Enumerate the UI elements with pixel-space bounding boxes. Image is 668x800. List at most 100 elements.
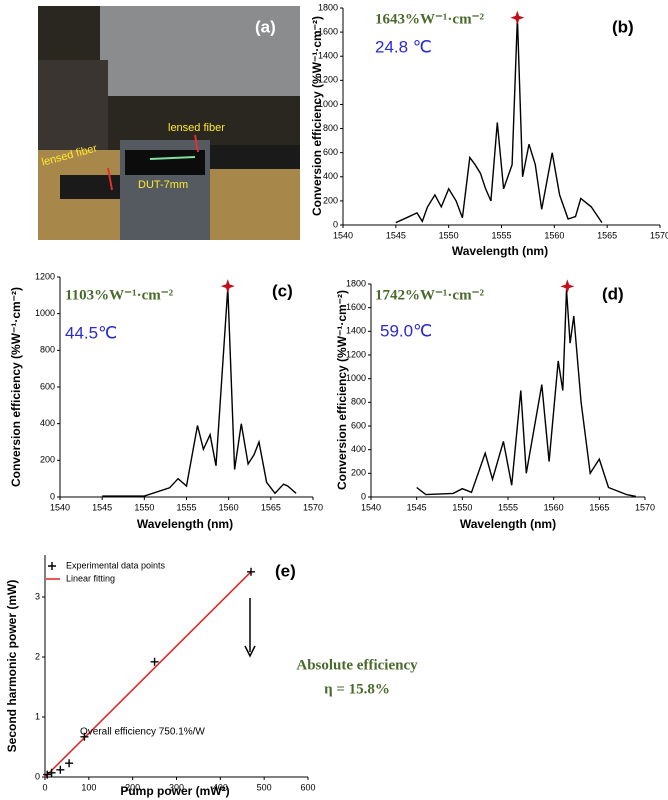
y-tick-label: 0 xyxy=(50,491,55,501)
annotation: Absolute efficiency xyxy=(296,657,418,673)
data-point xyxy=(43,770,52,779)
x-tick-label: 1540 xyxy=(361,502,381,512)
y-tick-label: 400 xyxy=(40,418,55,428)
legend-symbol xyxy=(48,562,56,570)
y-tick-label: 1600 xyxy=(318,26,338,36)
y-tick-label: 200 xyxy=(323,195,338,205)
x-tick-label: 1565 xyxy=(261,502,281,512)
x-tick-label: 300 xyxy=(169,782,184,792)
y-tick-label: 2 xyxy=(35,651,40,661)
arrow-head xyxy=(244,645,256,658)
y-tick-label: 600 xyxy=(323,147,338,157)
x-tick-label: 1555 xyxy=(498,502,518,512)
annotation: η = 15.8% xyxy=(324,681,390,697)
peak-marker xyxy=(560,279,575,294)
y-tick-label: 800 xyxy=(351,397,366,407)
y-tick-label: 1000 xyxy=(318,99,338,109)
x-axis-label: Pump power (mW²) xyxy=(120,784,229,798)
peak-marker xyxy=(220,279,235,294)
y-tick-label: 1200 xyxy=(346,349,366,359)
x-tick-label: 1550 xyxy=(452,502,472,512)
y-tick-label: 0 xyxy=(35,771,40,781)
photo-fiber-right xyxy=(205,145,300,169)
annotation: 1742%W⁻¹·cm⁻² xyxy=(375,287,484,303)
y-axis-label: Conversion efficiency (%W⁻¹·cm⁻²) xyxy=(9,287,23,487)
x-tick-label: 600 xyxy=(300,782,315,792)
y-tick-label: 800 xyxy=(323,123,338,133)
panel-label: (e) xyxy=(275,561,296,580)
x-tick-label: 500 xyxy=(257,782,272,792)
x-tick-label: 1565 xyxy=(589,502,609,512)
y-tick-label: 3 xyxy=(35,591,40,601)
data-point xyxy=(47,768,56,777)
x-tick-label: 1550 xyxy=(134,502,154,512)
y-tick-label: 200 xyxy=(351,468,366,478)
x-tick-label: 1565 xyxy=(597,230,617,240)
annotation: Overall efficiency 750.1%/W xyxy=(80,727,205,738)
temperature: 59.0℃ xyxy=(380,321,432,340)
photo-arrow xyxy=(107,167,113,191)
y-tick-label: 1600 xyxy=(346,302,366,312)
legend-label: Experimental data points xyxy=(66,560,166,570)
temperature: 44.5℃ xyxy=(65,323,117,342)
y-tick-label: 1200 xyxy=(35,271,55,281)
y-tick-label: 1000 xyxy=(35,308,55,318)
data-point xyxy=(247,567,256,576)
x-tick-label: 1560 xyxy=(219,502,239,512)
legend-label: Linear fitting xyxy=(66,573,115,583)
panel-label: (b) xyxy=(612,17,634,36)
photo-label: lensed fiber xyxy=(168,122,225,134)
photo-dut xyxy=(125,150,205,175)
photo-light xyxy=(149,156,196,160)
y-tick-label: 1400 xyxy=(346,326,366,336)
data-point xyxy=(56,765,65,774)
y-tick-label: 1800 xyxy=(318,2,338,12)
panel-label: (c) xyxy=(272,281,293,300)
y-tick-label: 400 xyxy=(323,171,338,181)
y-tick-label: 600 xyxy=(351,420,366,430)
panel-label: (a) xyxy=(255,17,276,36)
y-tick-label: 0 xyxy=(361,491,366,501)
y-axis-label: Conversion efficiency (%W⁻¹·cm⁻²) xyxy=(310,16,324,216)
x-tick-label: 1570 xyxy=(635,502,655,512)
data-line xyxy=(395,17,603,224)
x-axis-label: Wavelength (nm) xyxy=(452,244,548,258)
y-tick-label: 1 xyxy=(35,711,40,721)
x-tick-label: 1540 xyxy=(333,230,353,240)
x-tick-label: 1555 xyxy=(491,230,511,240)
data-point xyxy=(150,657,159,666)
peak-marker xyxy=(510,10,525,25)
data-line xyxy=(102,287,297,497)
x-tick-label: 1570 xyxy=(650,230,668,240)
y-axis-label: Second harmonic power (mW) xyxy=(5,580,19,753)
photo-arrow xyxy=(194,134,199,153)
fit-line xyxy=(44,571,252,778)
photo: (a) lensed fiber lensed fiber DUT-7mm xyxy=(38,6,300,240)
panel-label: (d) xyxy=(602,284,624,303)
x-tick-label: 1545 xyxy=(407,502,427,512)
y-tick-label: 1400 xyxy=(318,51,338,61)
temperature: 24.8 ℃ xyxy=(375,37,432,56)
photo-lens xyxy=(100,6,300,96)
y-tick-label: 1200 xyxy=(318,75,338,85)
x-tick-label: 200 xyxy=(125,782,140,792)
data-point xyxy=(65,759,74,768)
x-tick-label: 1555 xyxy=(176,502,196,512)
y-axis-label: Conversion efficiency (%W⁻¹·cm⁻²) xyxy=(335,290,349,490)
x-tick-label: 1550 xyxy=(439,230,459,240)
y-tick-label: 1800 xyxy=(346,278,366,288)
y-tick-label: 1000 xyxy=(346,373,366,383)
y-tick-label: 200 xyxy=(40,455,55,465)
x-tick-label: 1560 xyxy=(544,230,564,240)
annotation: 1103%W⁻¹·cm⁻² xyxy=(65,287,174,303)
y-tick-label: 400 xyxy=(351,444,366,454)
annotation: 1643%W⁻¹·cm⁻² xyxy=(375,11,484,27)
x-tick-label: 100 xyxy=(81,782,96,792)
x-tick-label: 0 xyxy=(42,782,47,792)
x-tick-label: 1570 xyxy=(303,502,323,512)
x-tick-label: 1560 xyxy=(544,502,564,512)
y-tick-label: 0 xyxy=(333,219,338,229)
x-axis-label: Wavelength (nm) xyxy=(137,517,233,531)
x-tick-label: 1540 xyxy=(50,502,70,512)
